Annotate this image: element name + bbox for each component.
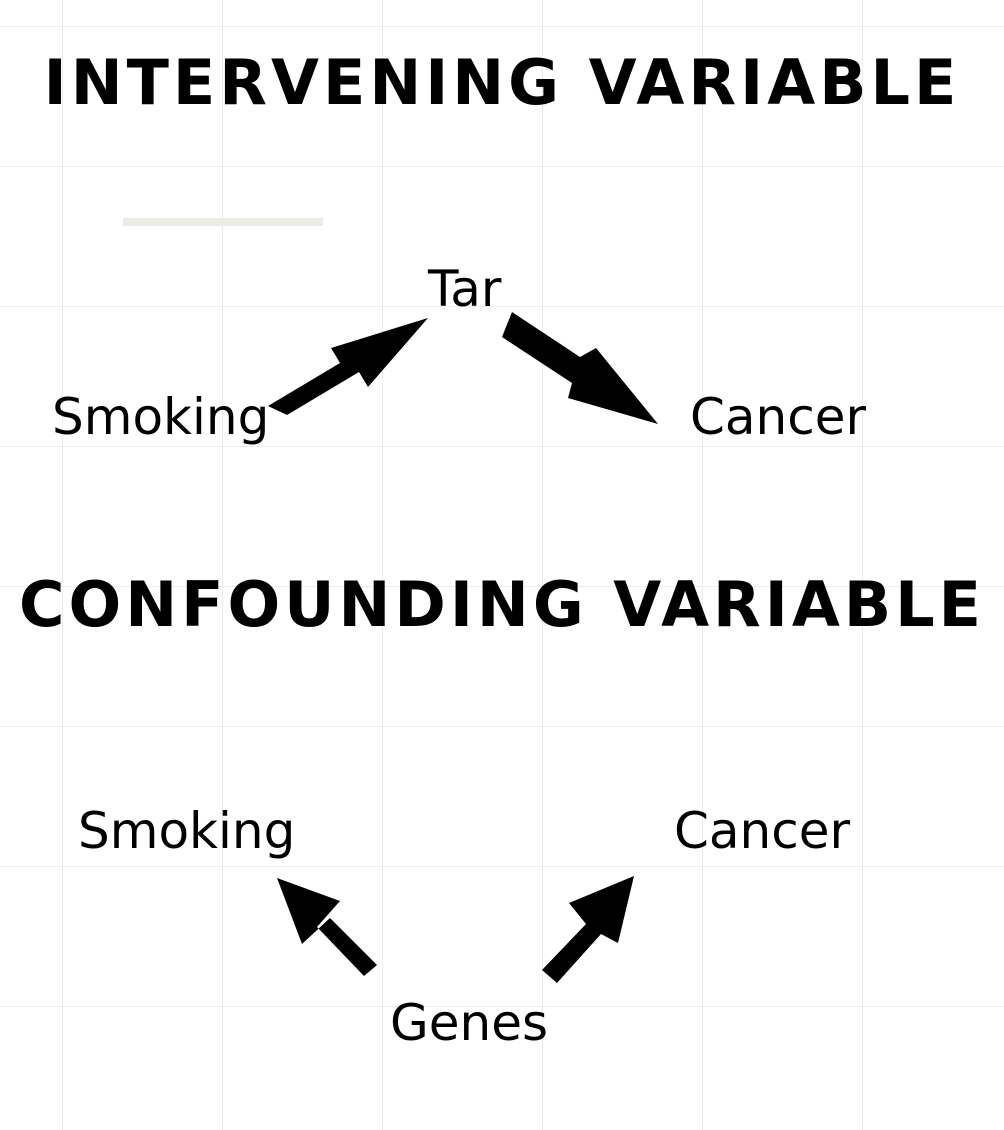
intervening-variable-title: INTERVENING VARIABLE (43, 46, 961, 119)
intervening-node-smoking: Smoking (52, 388, 270, 446)
intervening-node-tar: Tar (428, 260, 502, 318)
arrow-tar-to-cancer (502, 312, 658, 424)
confounding-node-smoking: Smoking (78, 802, 296, 860)
divider-line (123, 218, 323, 226)
arrow-genes-to-cancer (542, 876, 634, 983)
confounding-node-genes: Genes (390, 994, 549, 1052)
arrow-genes-to-smoking (277, 878, 377, 976)
confounding-variable-title: CONFOUNDING VARIABLE (19, 568, 985, 641)
arrow-smoking-to-tar (268, 318, 428, 415)
intervening-node-cancer: Cancer (690, 388, 867, 446)
confounding-node-cancer: Cancer (674, 802, 851, 860)
